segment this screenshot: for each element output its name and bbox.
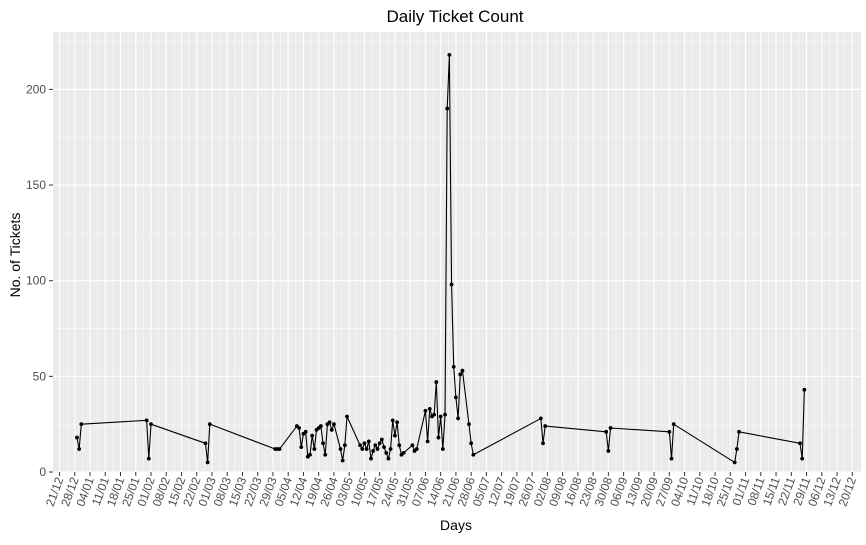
data-point	[373, 443, 378, 448]
y-tick-label: 200	[26, 82, 46, 96]
data-point	[802, 387, 807, 392]
data-point	[800, 456, 805, 461]
y-tick-label: 50	[33, 369, 47, 383]
x-axis: 21/1228/1204/0111/0118/0125/0101/0208/02…	[43, 472, 859, 508]
y-tick-label: 0	[39, 465, 46, 479]
data-point	[386, 456, 391, 461]
data-point	[440, 447, 445, 451]
data-point	[146, 456, 151, 461]
data-point	[310, 433, 315, 438]
data-point	[604, 429, 609, 434]
data-point	[79, 422, 84, 427]
data-point	[75, 435, 79, 440]
data-point	[436, 435, 441, 440]
data-point	[395, 420, 400, 425]
data-point	[410, 443, 415, 448]
data-point	[606, 449, 611, 453]
data-point	[360, 447, 365, 451]
data-point	[379, 437, 384, 442]
data-point	[332, 422, 336, 427]
data-point	[401, 450, 406, 455]
data-point	[358, 443, 362, 448]
y-tick-label: 150	[26, 178, 46, 192]
data-point	[458, 372, 463, 377]
data-point	[538, 416, 543, 421]
y-tick-label: 100	[26, 274, 46, 288]
data-point	[308, 452, 312, 457]
data-point	[303, 429, 308, 434]
data-point	[443, 412, 447, 417]
y-axis-title: No. of Tickets	[7, 213, 23, 298]
data-point	[427, 406, 432, 411]
data-point	[364, 447, 369, 451]
data-point	[438, 414, 443, 419]
minor-gridlines	[53, 32, 861, 472]
data-point	[451, 364, 456, 369]
data-point	[447, 53, 452, 57]
data-point	[732, 460, 737, 465]
data-point	[434, 380, 439, 384]
data-point	[445, 106, 450, 111]
data-point	[369, 456, 373, 461]
data-point	[388, 447, 393, 451]
data-point	[362, 441, 367, 446]
data-point	[329, 428, 334, 432]
data-point	[327, 420, 332, 425]
data-point	[543, 424, 548, 428]
data-point	[671, 422, 676, 427]
data-point	[207, 422, 212, 427]
data-point	[297, 426, 302, 430]
data-point	[144, 418, 149, 423]
data-point	[149, 422, 153, 427]
data-point	[366, 439, 371, 444]
data-point	[203, 441, 208, 446]
data-point	[342, 443, 347, 448]
chart-title: Daily Ticket Count	[387, 7, 524, 26]
data-point	[321, 441, 325, 446]
data-point	[312, 447, 317, 451]
data-point	[390, 418, 395, 423]
data-point	[737, 429, 741, 434]
data-point	[384, 450, 389, 455]
data-point	[382, 445, 386, 450]
data-point	[423, 408, 428, 413]
data-point	[338, 447, 343, 451]
data-point	[456, 416, 460, 421]
data-point	[375, 447, 380, 451]
data-point	[469, 441, 474, 446]
data-point	[299, 445, 304, 450]
data-point	[425, 439, 430, 444]
data-point	[460, 368, 465, 373]
data-point	[323, 452, 328, 457]
data-point	[669, 456, 674, 461]
data-point	[798, 441, 802, 446]
data-point	[541, 441, 545, 446]
data-point	[471, 452, 476, 457]
data-point	[77, 447, 82, 451]
x-axis-title: Days	[440, 517, 472, 533]
data-point	[414, 447, 419, 451]
data-point	[205, 460, 210, 465]
data-point	[467, 422, 471, 427]
y-axis: 0 50 100 150 200	[26, 82, 53, 479]
data-point	[340, 458, 345, 463]
ticket-series	[75, 53, 807, 465]
data-point	[371, 449, 376, 453]
data-point	[734, 447, 739, 451]
data-point	[377, 441, 382, 446]
data-point	[397, 443, 402, 448]
data-point	[432, 412, 437, 417]
data-point	[345, 414, 349, 419]
data-point	[318, 424, 323, 428]
data-point	[608, 426, 613, 430]
data-point	[393, 433, 397, 438]
major-gridlines	[53, 32, 861, 473]
data-point	[449, 282, 454, 287]
data-point	[454, 395, 458, 400]
data-point	[667, 429, 672, 434]
data-point	[277, 447, 282, 451]
